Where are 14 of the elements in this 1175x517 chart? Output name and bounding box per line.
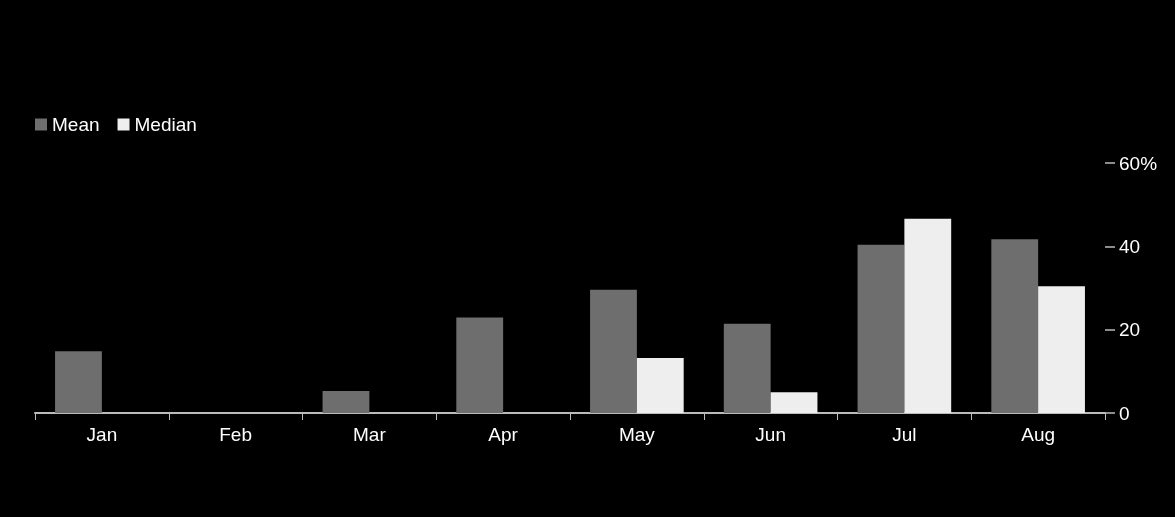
legend-label: Mean	[52, 114, 100, 135]
legend-label: Median	[134, 114, 197, 135]
x-tick-label: Feb	[219, 424, 252, 445]
y-tick-label: 60%	[1119, 152, 1158, 174]
y-tick-label: 0	[1119, 402, 1130, 424]
x-tick-label: May	[618, 424, 656, 445]
x-tick-label: Jan	[86, 424, 118, 445]
x-tick-label: Jun	[755, 424, 786, 445]
x-tick-label: Jul	[892, 424, 917, 445]
y-tick-label: 40	[1119, 235, 1141, 257]
x-tick-label: Mar	[353, 424, 387, 445]
x-tick-label: Apr	[488, 424, 519, 445]
y-tick-label: 20	[1119, 319, 1141, 341]
x-tick-label: Aug	[1021, 424, 1056, 445]
